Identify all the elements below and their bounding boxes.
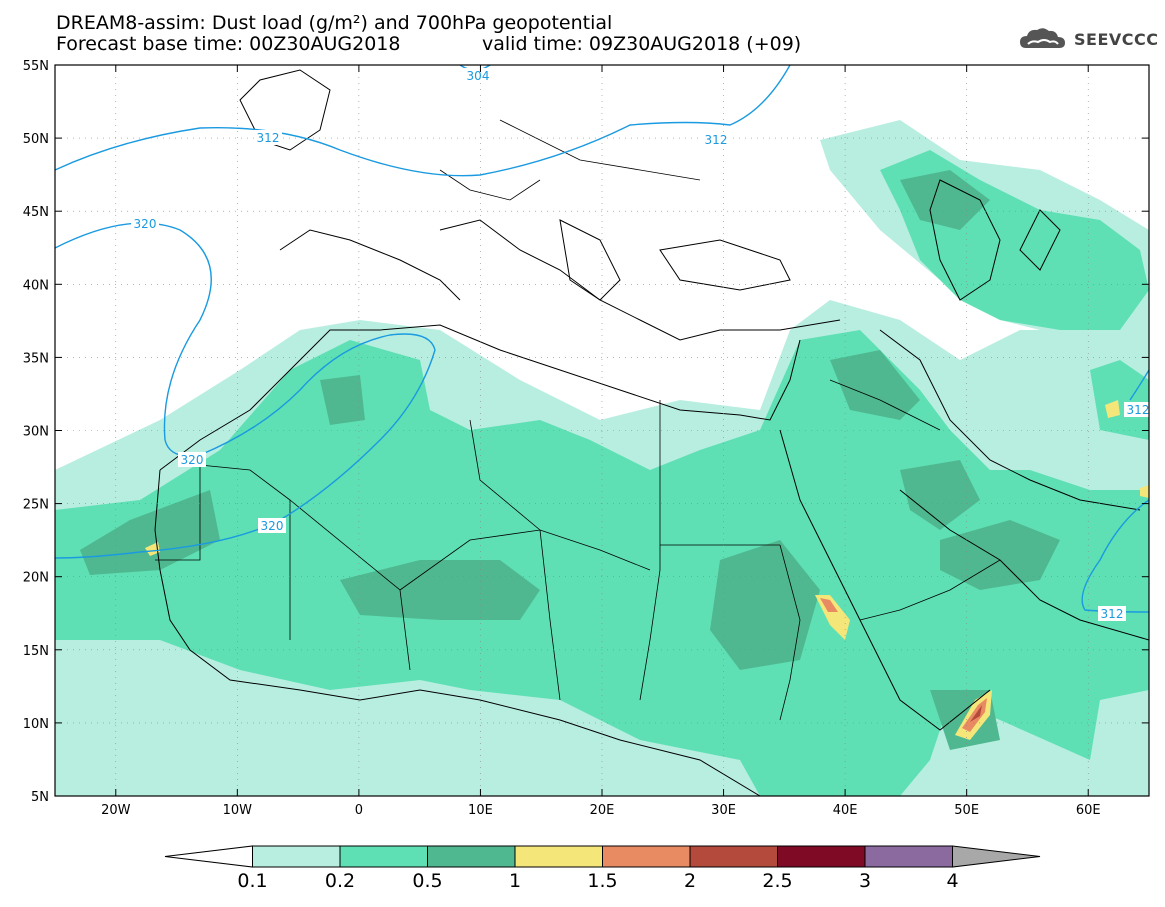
colorbar-segment bbox=[777, 845, 866, 868]
colorbar-label: 0.2 bbox=[325, 870, 355, 892]
contour-label: 304 bbox=[467, 69, 490, 83]
contour-label-bg bbox=[464, 68, 492, 83]
lon-label: 40E bbox=[833, 803, 858, 818]
contour-labels: 304 312 312 320 320 320 312 312 bbox=[131, 68, 1150, 621]
colorbar-label: 2 bbox=[684, 870, 696, 892]
colorbar-segment bbox=[602, 845, 691, 868]
colorbar-label: 1 bbox=[509, 870, 521, 892]
colorbar-segment bbox=[864, 845, 953, 868]
latitude-axis: 55N 50N 45N 40N 35N 30N 25N 20N 15N 10N 5N bbox=[23, 59, 1149, 805]
logo-text: SEEVCCC bbox=[1074, 29, 1159, 49]
longitude-axis: 20W 10W 0 10E 20E 30E 40E 50E 60E bbox=[101, 65, 1101, 818]
title-line-1: DREAM8-assim: Dust load (g/m²) and 700hP… bbox=[56, 12, 613, 34]
lat-label: 55N bbox=[23, 59, 49, 74]
lon-label: 50E bbox=[954, 803, 979, 818]
contour-label: 320 bbox=[261, 519, 284, 533]
title-valid-time: valid time: 09Z30AUG2018 (+09) bbox=[482, 33, 802, 55]
colorbar-segment bbox=[252, 845, 341, 868]
contour-label-bg bbox=[1098, 606, 1126, 621]
colorbar-label: 0.1 bbox=[237, 870, 267, 892]
title-base-time: Forecast base time: 00Z30AUG2018 bbox=[56, 33, 401, 55]
colorbar-label: 3 bbox=[859, 870, 871, 892]
lat-label: 30N bbox=[23, 425, 49, 440]
colorbar: 0.1 0.2 0.5 1 1.5 2 2.5 3 4 bbox=[164, 845, 1041, 892]
contour-label: 312 bbox=[1127, 403, 1150, 417]
lat-label: 50N bbox=[23, 132, 49, 147]
lon-label: 60E bbox=[1076, 803, 1101, 818]
country-borders bbox=[155, 119, 1001, 721]
lat-label: 10N bbox=[23, 717, 49, 732]
contour-label: 312 bbox=[257, 131, 280, 145]
contour-label: 320 bbox=[181, 453, 204, 467]
lat-label: 15N bbox=[23, 644, 49, 659]
colorbar-segment bbox=[427, 845, 516, 868]
lat-label: 5N bbox=[31, 790, 49, 805]
lon-label: 10W bbox=[223, 803, 253, 818]
lat-label: 45N bbox=[23, 205, 49, 220]
contour-label: 312 bbox=[705, 133, 728, 147]
gridlines bbox=[55, 65, 1149, 796]
colorbar-label: 1.5 bbox=[587, 870, 617, 892]
lat-label: 20N bbox=[23, 571, 49, 586]
lat-label: 40N bbox=[23, 278, 49, 293]
lat-label: 35N bbox=[23, 351, 49, 366]
contour-label-bg bbox=[131, 216, 159, 231]
colorbar-segment bbox=[514, 845, 603, 868]
colorbar-segment bbox=[689, 845, 778, 868]
lon-label: 0 bbox=[355, 803, 363, 818]
contour-label: 320 bbox=[134, 217, 157, 231]
colorbar-label: 2.5 bbox=[762, 870, 792, 892]
colorbar-label: 4 bbox=[946, 870, 958, 892]
colorbar-max-arrow bbox=[952, 845, 1041, 868]
contour-label-bg bbox=[254, 130, 282, 145]
colorbar-segment bbox=[339, 845, 428, 868]
contour-label-bg bbox=[178, 452, 206, 467]
lat-label: 25N bbox=[23, 498, 49, 513]
dust-high-areas bbox=[145, 400, 1149, 740]
colorbar-min-arrow bbox=[164, 845, 253, 868]
contour-label: 312 bbox=[1101, 607, 1124, 621]
seevccc-logo: SEEVCCC bbox=[1018, 26, 1159, 52]
map-content: 304 312 312 320 320 320 312 312 bbox=[55, 65, 1150, 796]
contour-label-bg bbox=[702, 132, 730, 147]
contour-label-bg bbox=[1124, 402, 1149, 417]
lon-label: 10E bbox=[468, 803, 493, 818]
lon-label: 20E bbox=[590, 803, 615, 818]
contour-label-bg bbox=[258, 518, 286, 533]
dust-dark-areas bbox=[80, 170, 1060, 750]
lon-label: 30E bbox=[711, 803, 736, 818]
cloud-icon bbox=[1020, 28, 1065, 48]
colorbar-label: 0.5 bbox=[412, 870, 442, 892]
lon-label: 20W bbox=[101, 803, 131, 818]
